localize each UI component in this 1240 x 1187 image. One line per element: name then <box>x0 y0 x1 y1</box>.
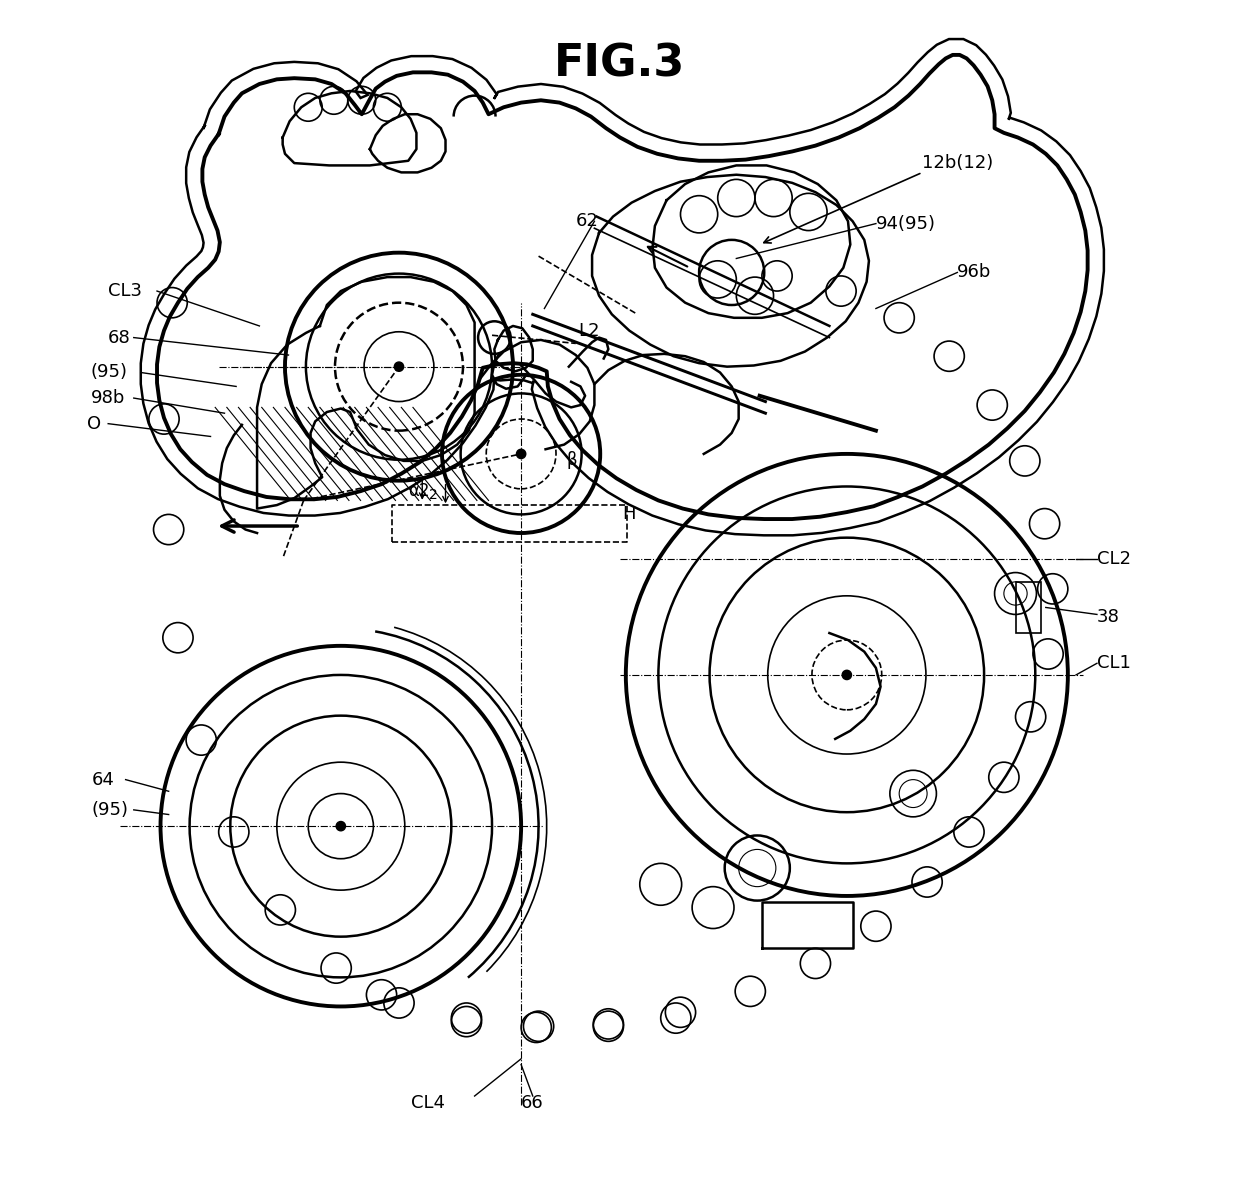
Text: 96b: 96b <box>957 264 992 281</box>
Text: 66: 66 <box>521 1094 544 1112</box>
Text: FIG.3: FIG.3 <box>554 42 686 85</box>
Text: CL4: CL4 <box>410 1094 445 1112</box>
Text: 68: 68 <box>108 329 131 347</box>
Text: 38: 38 <box>1097 608 1120 626</box>
Text: 62: 62 <box>575 212 599 230</box>
Circle shape <box>336 821 346 831</box>
Text: 12b(12): 12b(12) <box>923 154 993 172</box>
Text: CL3: CL3 <box>108 283 143 300</box>
Text: CL2: CL2 <box>1097 550 1131 567</box>
Text: (95): (95) <box>91 363 128 381</box>
Text: H: H <box>622 506 636 523</box>
Circle shape <box>842 671 852 680</box>
Text: O: O <box>87 414 102 433</box>
Bar <box>1016 582 1042 633</box>
Text: CL1: CL1 <box>1097 654 1131 672</box>
Text: 2: 2 <box>429 488 438 502</box>
Text: α2: α2 <box>408 482 430 500</box>
Text: 64: 64 <box>92 770 115 788</box>
Text: 94(95): 94(95) <box>875 215 936 233</box>
Circle shape <box>394 362 404 372</box>
Text: L2: L2 <box>578 322 600 339</box>
Circle shape <box>517 449 526 458</box>
Text: β: β <box>567 451 577 469</box>
Text: (95): (95) <box>92 801 129 819</box>
Text: 98b: 98b <box>91 389 125 407</box>
